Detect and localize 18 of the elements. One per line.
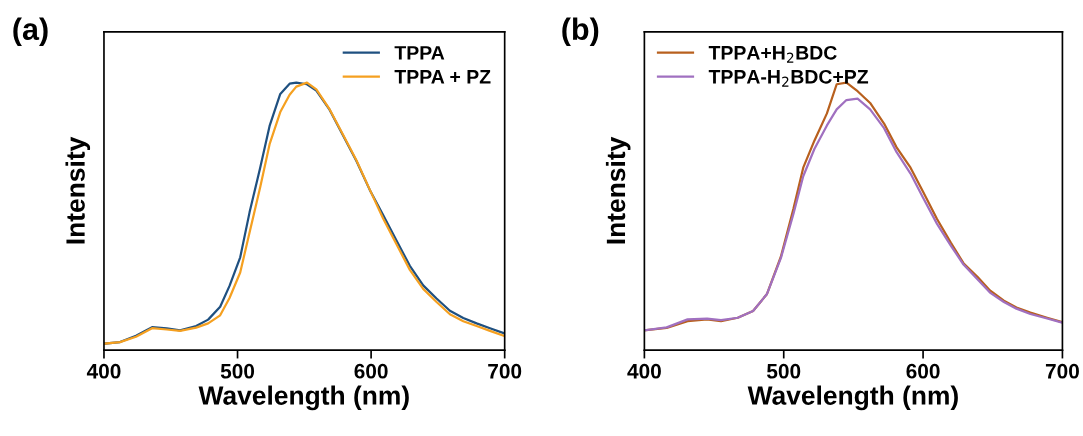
legend-label: TPPA-H$_{2}$BDC+PZ [708, 69, 869, 87]
y-axis-title: Intensity [65, 136, 91, 244]
x-tick-label: 500 [220, 363, 255, 379]
x-tick-label: 700 [1045, 363, 1079, 379]
x-tick-label: 400 [627, 363, 661, 379]
x-tick-label: 400 [86, 363, 121, 379]
x-tick-label: 700 [488, 363, 522, 379]
x-axis-title: Wavelength (nm) [747, 385, 958, 411]
y-axis-title: Intensity [605, 136, 631, 244]
x-tick-label: 600 [906, 363, 940, 379]
chart-title: (b) [562, 17, 599, 47]
x-axis-title: Wavelength (nm) [198, 385, 409, 411]
legend-label: TPPA [394, 46, 445, 60]
legend-label: TPPA+H$_{2}$BDC [708, 45, 837, 63]
x-tick-label: 500 [766, 363, 801, 379]
chart-title: (a) [13, 17, 48, 47]
x-tick-label: 600 [354, 363, 388, 379]
legend-label: TPPA + PZ [394, 70, 491, 84]
